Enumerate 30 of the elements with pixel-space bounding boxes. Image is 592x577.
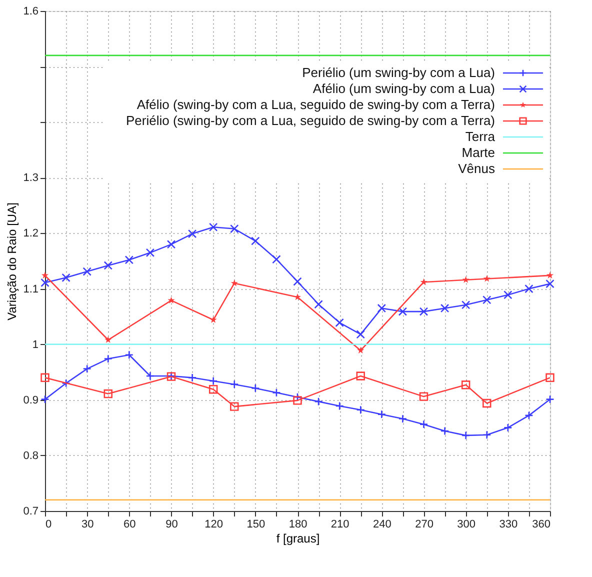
y-axis-title: Variação do Raio [UA] (5, 202, 20, 320)
x-tick-label: 60 (124, 518, 136, 530)
y-tick-label: 1.1 (23, 283, 38, 296)
legend-label: Vênus (458, 161, 496, 176)
y-tick-label: 0.9 (23, 394, 38, 406)
x-tick-label: 180 (288, 518, 308, 530)
x-tick-label: 270 (415, 518, 434, 530)
x-axis-title: f [graus] (276, 532, 320, 546)
y-tick-label: 0.8 (23, 450, 38, 462)
legend-label: Periélio (swing-by com a Lua, seguido de swing-by com a Terra) (126, 113, 495, 128)
y-tick-label: 1 (32, 338, 38, 351)
x-tick-label: 90 (166, 518, 178, 530)
legend-label: Periélio (um swing-by com a Lua) (302, 65, 495, 80)
y-tick-label: 1.6 (23, 6, 38, 18)
x-tick-label: 150 (246, 518, 266, 530)
legend-label: Afélio (um swing-by com a Lua) (312, 81, 495, 96)
legend-label: Terra (465, 129, 496, 144)
x-tick-label: 300 (457, 518, 476, 530)
x-tick-label: 0 (46, 518, 52, 530)
y-tick-label: 1.2 (23, 228, 38, 240)
legend-label: Afélio (swing-by com a Lua, seguido de swing-by com a Terra) (136, 97, 495, 112)
y-tick-label: 0.7 (23, 506, 38, 518)
x-tick-label: 240 (372, 518, 392, 530)
legend-label: Marte (462, 145, 495, 160)
x-tick-label: 120 (204, 518, 224, 530)
y-tick-label: 1.3 (23, 172, 38, 184)
x-tick-label: 360 (532, 518, 550, 530)
x-tick-label: 30 (81, 518, 94, 530)
x-tick-label: 210 (330, 518, 350, 530)
x-tick-label: 330 (499, 518, 518, 530)
